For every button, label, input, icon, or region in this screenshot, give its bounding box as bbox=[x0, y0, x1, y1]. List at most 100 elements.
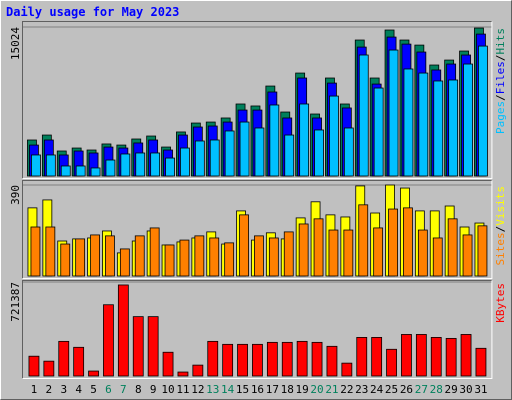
panel-edge-light bbox=[22, 280, 493, 379]
x-tick-label: 28 bbox=[430, 383, 443, 396]
bar bbox=[358, 54, 369, 177]
bar bbox=[371, 337, 383, 377]
bar bbox=[445, 337, 457, 377]
bar bbox=[329, 95, 339, 177]
bar bbox=[463, 63, 473, 177]
x-tick-label: 8 bbox=[135, 383, 142, 396]
bar bbox=[194, 235, 205, 277]
bar bbox=[283, 231, 294, 277]
chart-title: Daily usage for May 2023 bbox=[6, 5, 179, 19]
bar bbox=[239, 214, 249, 277]
panel-edge-light bbox=[22, 21, 493, 179]
panel-edge-light bbox=[22, 180, 493, 279]
bar bbox=[417, 229, 428, 277]
bar bbox=[373, 227, 384, 277]
bar bbox=[388, 208, 398, 277]
bar bbox=[60, 165, 71, 177]
bar bbox=[180, 147, 190, 177]
bar bbox=[177, 371, 189, 377]
x-tick-label: 10 bbox=[161, 383, 174, 396]
x-tick-label: 25 bbox=[385, 383, 398, 396]
bar bbox=[105, 159, 116, 177]
y-tick-label: 721387 bbox=[9, 282, 22, 322]
legend-entry: Sites bbox=[494, 232, 507, 265]
x-tick-label: 12 bbox=[191, 383, 204, 396]
bar bbox=[150, 152, 161, 177]
bar bbox=[224, 130, 235, 177]
panel-edge-dark bbox=[22, 280, 492, 379]
bar bbox=[430, 337, 442, 377]
bar bbox=[356, 337, 368, 377]
bar bbox=[299, 103, 310, 177]
bar bbox=[88, 370, 99, 377]
legend-entry: Visits bbox=[494, 186, 507, 226]
bar bbox=[149, 227, 160, 277]
bar bbox=[254, 235, 264, 277]
panel-edge-dark bbox=[22, 21, 492, 179]
x-tick-label: 13 bbox=[206, 383, 219, 396]
bar bbox=[403, 68, 414, 177]
bar bbox=[194, 140, 205, 177]
bar bbox=[165, 157, 175, 177]
bar bbox=[252, 343, 263, 377]
y-tick-label: 15024 bbox=[9, 27, 22, 60]
legend-separator: / bbox=[494, 94, 507, 101]
legend: Pages/Files/Hits bbox=[494, 28, 507, 134]
bar bbox=[119, 248, 130, 277]
legend-separator: / bbox=[494, 55, 507, 62]
bar bbox=[132, 316, 144, 377]
bar bbox=[60, 243, 71, 277]
bar bbox=[343, 127, 354, 177]
bar bbox=[162, 351, 174, 377]
x-tick-label: 20 bbox=[310, 383, 323, 396]
bar bbox=[326, 345, 338, 377]
x-tick-label: 11 bbox=[176, 383, 189, 396]
bar bbox=[373, 87, 384, 177]
bar bbox=[432, 237, 443, 277]
bar bbox=[460, 334, 472, 377]
bar bbox=[281, 341, 293, 377]
bar bbox=[45, 226, 56, 277]
x-tick-label: 19 bbox=[296, 383, 309, 396]
legend-separator: / bbox=[494, 226, 507, 233]
bar bbox=[268, 237, 279, 277]
x-tick-label: 21 bbox=[325, 383, 338, 396]
x-tick-label: 16 bbox=[251, 383, 264, 396]
bar bbox=[328, 229, 339, 277]
bar bbox=[475, 347, 487, 377]
bar bbox=[478, 45, 488, 177]
bar bbox=[447, 218, 458, 277]
bar bbox=[30, 226, 41, 277]
x-tick-label: 9 bbox=[150, 383, 157, 396]
x-tick-label: 6 bbox=[105, 383, 112, 396]
bar bbox=[224, 242, 235, 277]
x-tick-label: 29 bbox=[445, 383, 458, 396]
bar bbox=[239, 121, 250, 177]
x-tick-label: 2 bbox=[46, 383, 53, 396]
x-tick-label: 27 bbox=[415, 383, 428, 396]
bar bbox=[254, 127, 265, 177]
legend-entry: Hits bbox=[494, 28, 507, 55]
bar bbox=[207, 340, 219, 377]
bar bbox=[284, 134, 295, 177]
bar bbox=[103, 304, 114, 377]
bar bbox=[75, 165, 86, 177]
x-tick-label: 18 bbox=[281, 383, 294, 396]
legend: Sites/Visits bbox=[494, 186, 507, 266]
bar bbox=[73, 346, 85, 377]
bar bbox=[58, 340, 70, 377]
bar bbox=[358, 204, 369, 277]
panel-edge-dark bbox=[22, 180, 492, 279]
x-tick-label: 4 bbox=[75, 383, 82, 396]
legend-entry: Files bbox=[494, 61, 507, 94]
x-tick-label: 1 bbox=[31, 383, 38, 396]
x-tick-label: 30 bbox=[459, 383, 472, 396]
bar bbox=[90, 234, 100, 277]
bar bbox=[269, 104, 280, 177]
x-tick-label: 7 bbox=[120, 383, 127, 396]
bar bbox=[179, 239, 190, 277]
x-tick-label: 24 bbox=[370, 383, 384, 396]
legend-entry: KBytes bbox=[494, 283, 507, 323]
bar bbox=[28, 355, 40, 377]
